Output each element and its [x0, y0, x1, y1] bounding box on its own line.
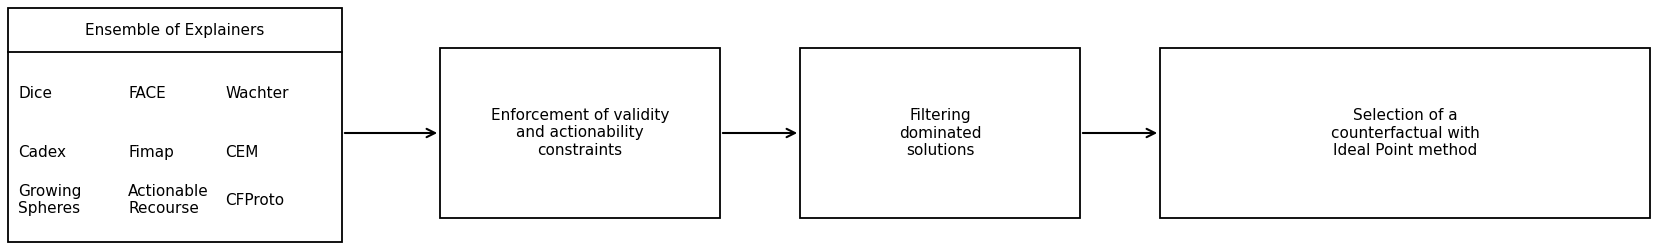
Text: Selection of a
counterfactual with
Ideal Point method: Selection of a counterfactual with Ideal…	[1331, 108, 1479, 158]
Bar	[8, 8, 342, 242]
Text: Cadex: Cadex	[18, 145, 66, 160]
Text: CFProto: CFProto	[226, 193, 284, 208]
Bar	[1160, 48, 1650, 218]
Text: Fimap: Fimap	[128, 145, 174, 160]
Bar	[440, 48, 720, 218]
Text: Filtering
dominated
solutions: Filtering dominated solutions	[898, 108, 981, 158]
Text: Wachter: Wachter	[226, 86, 289, 101]
Bar	[800, 48, 1081, 218]
Text: Actionable
Recourse: Actionable Recourse	[128, 184, 209, 216]
Text: Dice: Dice	[18, 86, 51, 101]
Text: FACE: FACE	[128, 86, 166, 101]
Text: CEM: CEM	[226, 145, 259, 160]
Text: Growing
Spheres: Growing Spheres	[18, 184, 81, 216]
Text: Enforcement of validity
and actionability
constraints: Enforcement of validity and actionabilit…	[491, 108, 669, 158]
Text: Ensemble of Explainers: Ensemble of Explainers	[85, 22, 264, 38]
